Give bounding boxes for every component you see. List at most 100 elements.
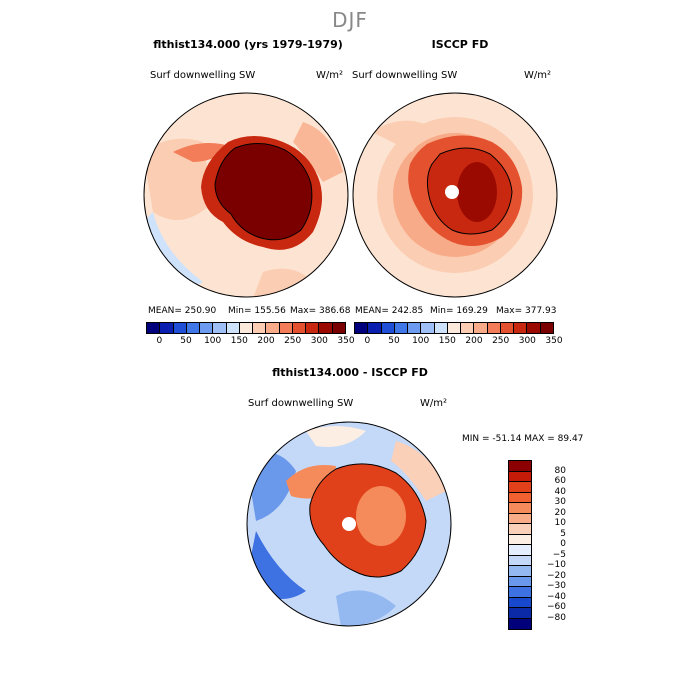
colorbar-swatch — [226, 323, 240, 333]
colorbar-tick-label: 250 — [284, 336, 302, 346]
colorbar-swatch — [509, 608, 531, 619]
colorbar-swatch — [540, 323, 553, 333]
ocean-field-patch — [306, 426, 366, 447]
colorbar-tick-label: 250 — [492, 336, 510, 346]
colorbar-swatch — [500, 323, 515, 333]
colorbar-tick-label: 20 — [554, 507, 566, 518]
colorbar-tick-label: 50 — [180, 336, 192, 346]
diff-panel-title: flthist134.000 - ISCCP FD — [272, 366, 428, 379]
colorbar-swatch — [253, 323, 267, 333]
colorbar-swatch — [509, 545, 531, 556]
colorbar-swatch — [213, 323, 227, 333]
antarctica-outline — [214, 143, 313, 241]
colorbar-swatch — [509, 471, 531, 482]
colorbar-swatch — [509, 524, 531, 535]
colorbar-swatch — [147, 323, 161, 333]
model-polar-map — [143, 92, 349, 298]
colorbar-swatch — [509, 492, 531, 503]
colorbar-tick-label: −10 — [547, 560, 566, 570]
colorbar-swatch — [509, 618, 531, 629]
model-units-label: W/m² — [316, 70, 344, 81]
colorbar-tick-label: 0 — [156, 336, 163, 346]
obs-variable-label: Surf downwelling SW — [352, 70, 458, 81]
model-colorbar — [146, 322, 346, 334]
obs-min-text: Min= 169.29 — [430, 306, 488, 316]
model-max-text: Max= 386.68 — [290, 306, 351, 316]
colorbar-swatch — [160, 323, 174, 333]
colorbar-swatch — [461, 323, 475, 333]
obs-panel-title: ISCCP FD — [431, 38, 489, 51]
colorbar-tick-label: −5 — [552, 549, 566, 560]
colorbar-swatch — [173, 323, 187, 333]
pole-hole — [342, 517, 356, 531]
diff-polar-map — [246, 421, 452, 627]
ocean-field-patch — [293, 122, 343, 182]
obs-polar-map — [352, 92, 558, 298]
colorbar-swatch — [394, 323, 409, 333]
colorbar-tick-label: 5 — [560, 528, 566, 539]
colorbar-tick-label: 0 — [364, 336, 371, 346]
diff-minmax-text: MIN = -51.14 MAX = 89.47 — [462, 434, 584, 444]
model-variable-label: Surf downwelling SW — [150, 70, 256, 81]
colorbar-tick-label: 40 — [554, 486, 566, 497]
colorbar-swatch — [509, 503, 531, 514]
colorbar-swatch — [509, 597, 531, 608]
ocean-field-patch — [336, 590, 396, 626]
figure-title: DJF — [332, 8, 368, 32]
colorbar-swatch — [509, 566, 531, 577]
colorbar-tick-label: 350 — [545, 336, 563, 346]
colorbar-tick-label: 30 — [554, 497, 566, 507]
colorbar-tick-label: −80 — [547, 612, 566, 623]
colorbar-swatch — [292, 323, 307, 333]
model-colorbar-ticks: 0 50 100 150 200 250 300 350 — [146, 336, 354, 348]
colorbar-tick-label: 0 — [560, 539, 566, 549]
model-min-text: Min= 155.56 — [228, 306, 286, 316]
colorbar-swatch — [527, 323, 541, 333]
colorbar-swatch — [200, 323, 214, 333]
colorbar-swatch — [266, 323, 280, 333]
diff-colorbar — [508, 460, 532, 630]
obs-units-label: W/m² — [524, 70, 552, 81]
colorbar-tick-label: 50 — [388, 336, 400, 346]
colorbar-swatch — [487, 323, 501, 333]
colorbar-tick-label: 10 — [554, 518, 566, 528]
colorbar-swatch — [408, 323, 422, 333]
colorbar-tick-label: −20 — [547, 570, 566, 581]
colorbar-swatch — [279, 323, 293, 333]
colorbar-swatch — [434, 323, 448, 333]
colorbar-tick-label: 80 — [554, 465, 566, 476]
ocean-field-patch — [372, 120, 432, 152]
colorbar-tick-label: 300 — [310, 336, 328, 346]
colorbar-tick-label: −60 — [547, 602, 566, 612]
ocean-field-patch — [173, 143, 233, 162]
colorbar-swatch — [368, 323, 382, 333]
colorbar-swatch — [421, 323, 435, 333]
colorbar-tick-label: 60 — [554, 476, 566, 486]
diff-units-label: W/m² — [420, 398, 448, 409]
ocean-field-patch — [391, 441, 446, 501]
colorbar-swatch — [319, 323, 333, 333]
colorbar-tick-label: 150 — [438, 336, 456, 346]
colorbar-tick-label: 100 — [204, 336, 222, 346]
pole-hole — [445, 185, 459, 199]
colorbar-swatch — [239, 323, 254, 333]
obs-colorbar — [354, 322, 554, 334]
colorbar-swatch — [306, 323, 320, 333]
obs-max-text: Max= 377.93 — [496, 306, 557, 316]
colorbar-tick-label: −30 — [547, 581, 566, 591]
colorbar-swatch — [355, 323, 369, 333]
colorbar-swatch — [381, 323, 395, 333]
model-panel-title: flthist134.000 (yrs 1979-1979) — [153, 38, 343, 51]
colorbar-swatch — [509, 482, 531, 493]
colorbar-swatch — [509, 555, 531, 566]
colorbar-tick-label: 200 — [257, 336, 275, 346]
diff-variable-label: Surf downwelling SW — [248, 398, 354, 409]
ocean-field-patch — [144, 212, 203, 292]
colorbar-tick-label: −40 — [547, 591, 566, 602]
colorbar-swatch — [514, 323, 528, 333]
colorbar-swatch — [474, 323, 488, 333]
colorbar-swatch — [447, 323, 462, 333]
colorbar-tick-label: 350 — [337, 336, 355, 346]
colorbar-swatch — [186, 323, 201, 333]
colorbar-swatch — [509, 576, 531, 587]
